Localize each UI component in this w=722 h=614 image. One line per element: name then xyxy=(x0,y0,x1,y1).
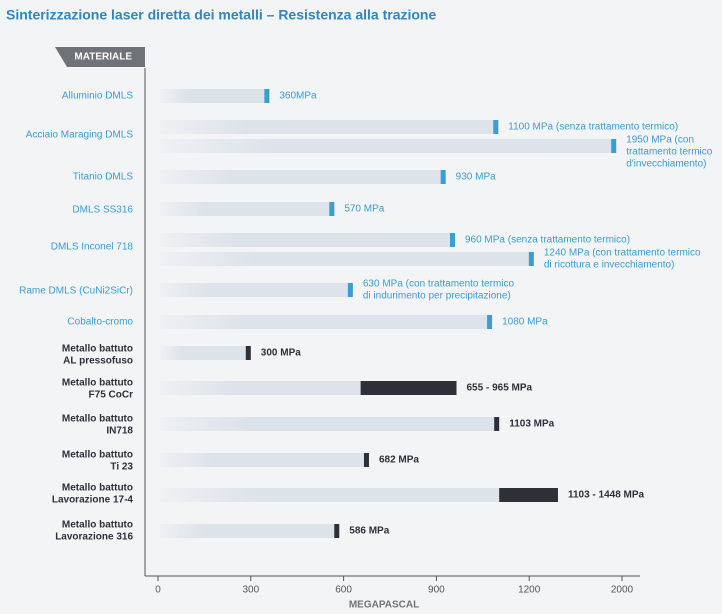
category-label: DMLS Inconel 718 xyxy=(51,242,134,253)
bar-marker xyxy=(493,120,499,134)
x-tick-label: 600 xyxy=(335,585,352,596)
category-label: Lavorazione 17-4 xyxy=(52,495,134,506)
bar-marker xyxy=(494,417,500,431)
category-label: AL pressofuso xyxy=(63,356,133,367)
bar-track xyxy=(160,139,617,153)
bar-track xyxy=(160,252,534,266)
value-label: 300 MPa xyxy=(261,348,301,359)
bar-marker xyxy=(528,252,534,266)
category-label: Metallo battuto xyxy=(62,344,133,355)
value-label: 586 MPa xyxy=(349,526,389,537)
category-label: Cobalto-cromo xyxy=(67,317,133,328)
category-label: Acciaio Maraging DMLS xyxy=(26,130,134,141)
bar-track xyxy=(160,417,500,431)
bar-track xyxy=(160,202,335,216)
value-label: di indurimento per precipitazione) xyxy=(363,291,511,302)
x-axis-label: MEGAPASCAL xyxy=(349,600,419,611)
bar-track xyxy=(160,233,455,247)
bar-marker xyxy=(449,233,455,247)
value-label: 1080 MPa xyxy=(502,317,548,328)
value-label: 1103 - 1448 MPa xyxy=(568,490,645,501)
category-header: MATERIALE xyxy=(74,52,132,63)
category-label: Metallo battuto xyxy=(62,483,133,494)
value-label: 655 - 965 MPa xyxy=(467,383,533,394)
x-tick-label: 900 xyxy=(428,585,445,596)
category-label: Rame DMLS (CuNi2SiCr) xyxy=(19,286,133,297)
x-tick-label: 300 xyxy=(242,585,259,596)
value-label: 630 MPa (con trattamento termico xyxy=(363,279,515,290)
bar-marker xyxy=(334,524,340,538)
value-label: 960 MPa (senza trattamento termico) xyxy=(465,235,630,246)
value-label: 682 MPa xyxy=(379,455,419,466)
x-tick-label: 0 xyxy=(155,585,161,596)
value-label: 1100 MPa (senza trattamento termico) xyxy=(508,122,678,133)
category-label: Ti 23 xyxy=(110,462,133,473)
value-label: trattamento termico xyxy=(626,147,713,158)
value-label: 930 MPa xyxy=(456,172,496,183)
bar-marker xyxy=(611,139,617,153)
range-bar xyxy=(499,488,558,502)
category-label: Titanio DMLS xyxy=(73,172,134,183)
bar-track xyxy=(160,488,558,502)
bar-marker xyxy=(245,346,251,360)
category-label: F75 CoCr xyxy=(89,390,134,401)
bar-marker xyxy=(363,453,369,467)
bar-marker xyxy=(264,89,270,103)
x-tick-label: 2000 xyxy=(611,585,634,596)
bar-marker xyxy=(329,202,335,216)
bar-track xyxy=(160,346,251,360)
category-label: Metallo battuto xyxy=(62,378,133,389)
value-label: di ricottura e invecchiamento) xyxy=(544,260,675,271)
category-label: Lavorazione 316 xyxy=(55,532,133,543)
category-label: Metallo battuto xyxy=(62,450,133,461)
header-tab xyxy=(55,47,145,67)
category-label: Metallo battuto xyxy=(62,414,133,425)
category-label: DMLS SS316 xyxy=(72,205,133,216)
value-label: d'invecchiamento) xyxy=(626,159,706,170)
category-label: IN718 xyxy=(106,426,133,437)
value-label: 360MPa xyxy=(279,91,317,102)
bar-track xyxy=(160,453,369,467)
range-bar xyxy=(360,381,457,395)
category-label: Metallo battuto xyxy=(62,520,133,531)
value-label: 1950 MPa (con xyxy=(626,135,694,146)
bar-track xyxy=(160,170,446,184)
bar-track xyxy=(160,283,353,297)
x-tick-label: 1200 xyxy=(518,585,541,596)
bar-marker xyxy=(347,283,353,297)
value-label: 570 MPa xyxy=(344,204,384,215)
category-label: Alluminio DMLS xyxy=(62,91,133,102)
value-label: 1240 MPa (con trattamento termico xyxy=(544,248,701,259)
bar-track xyxy=(160,89,270,103)
bar-track xyxy=(160,120,499,134)
value-label: 1103 MPa xyxy=(509,419,554,430)
chart-title: Sinterizzazione laser diretta dei metall… xyxy=(6,7,436,23)
bar-track xyxy=(160,315,493,329)
bar-marker xyxy=(440,170,446,184)
bar-marker xyxy=(487,315,493,329)
bar-track xyxy=(160,524,340,538)
